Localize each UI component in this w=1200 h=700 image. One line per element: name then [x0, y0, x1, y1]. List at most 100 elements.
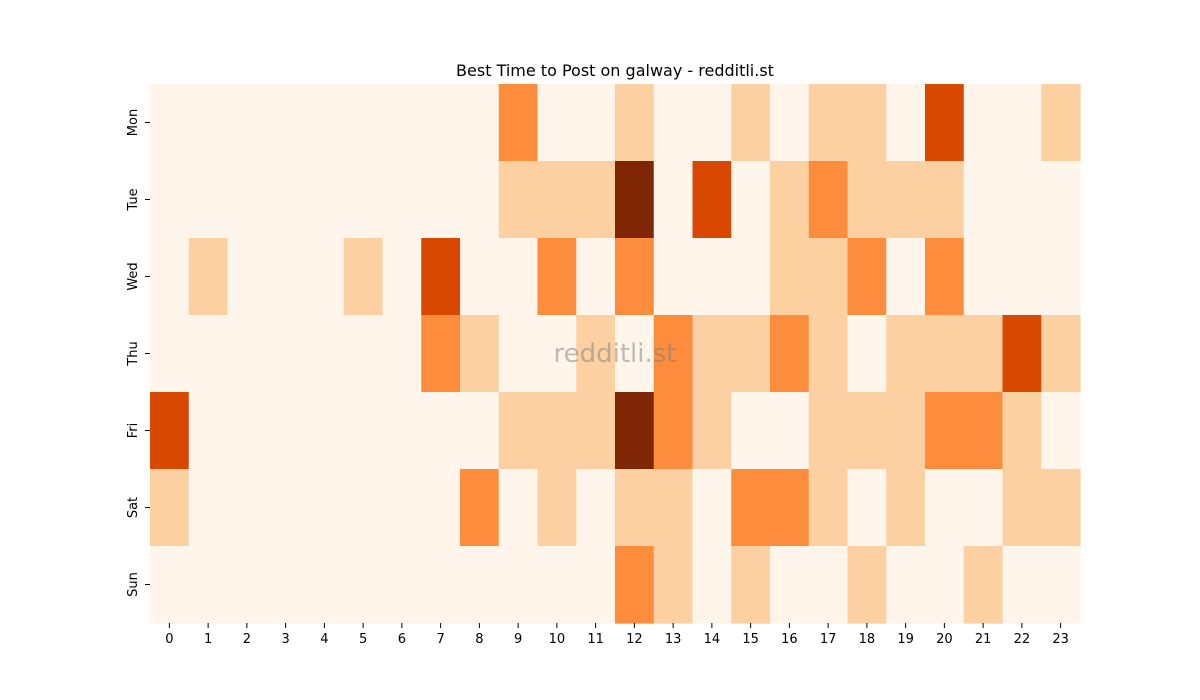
heatmap-cell-tue-8 — [460, 161, 500, 239]
heatmap-cell-thu-11 — [576, 315, 616, 393]
heatmap-cell-wed-21 — [963, 238, 1004, 316]
heatmap-cell-wed-9 — [498, 238, 539, 316]
heatmap-cell-tue-16 — [770, 161, 810, 239]
x-tick-label: 4 — [320, 632, 328, 647]
heatmap-cell-thu-10 — [537, 315, 577, 393]
heatmap-cell-sat-20 — [925, 469, 965, 547]
x-tick-label: 11 — [587, 632, 604, 647]
heatmap-cell-thu-17 — [808, 315, 849, 393]
heatmap-cell-sun-19 — [886, 546, 926, 624]
heatmap-cell-sat-7 — [421, 469, 461, 547]
heatmap-cell-sun-0 — [150, 546, 190, 624]
heatmap-cell-fri-8 — [460, 392, 500, 470]
x-tick-label: 9 — [514, 632, 522, 647]
heatmap-cell-thu-4 — [305, 315, 345, 393]
heatmap-cell-tue-1 — [188, 161, 229, 239]
heatmap-cell-mon-8 — [460, 84, 500, 162]
x-tick-label: 2 — [243, 632, 251, 647]
heatmap-cell-mon-9 — [498, 84, 539, 162]
heatmap-cell-fri-4 — [305, 392, 345, 470]
heatmap-cell-sun-22 — [1002, 546, 1042, 624]
heatmap-cell-thu-1 — [188, 315, 229, 393]
y-tick-label: Thu — [126, 341, 141, 366]
heatmap-cell-fri-18 — [847, 392, 887, 470]
heatmap-cell-tue-15 — [731, 161, 771, 239]
heatmap-cell-thu-22 — [1002, 315, 1042, 393]
heatmap-cell-mon-13 — [653, 84, 694, 162]
heatmap-cell-sun-15 — [731, 546, 771, 624]
heatmap-cell-sun-7 — [421, 546, 461, 624]
chart-title: Best Time to Post on galway - redditli.s… — [456, 61, 774, 80]
x-axis: 0 1 2 3 4 5 6 7 8 9 10 11 12 13 14 15 16 17 18 19 20 21 22 23 — [165, 623, 1069, 647]
heatmap-cell-mon-10 — [537, 84, 577, 162]
y-tick-label: Sat — [126, 497, 141, 518]
heatmap-cell-wed-18 — [847, 238, 887, 316]
x-tick-label: 21 — [975, 632, 992, 647]
heatmap-cell-sun-8 — [460, 546, 500, 624]
heatmap-cell-tue-5 — [343, 161, 384, 239]
heatmap-cell-sun-12 — [615, 546, 655, 624]
heatmap-cell-sat-0 — [150, 469, 190, 547]
heatmap-cell-sat-23 — [1041, 469, 1081, 547]
heatmap-cell-tue-19 — [886, 161, 926, 239]
heatmap-cell-sat-11 — [576, 469, 616, 547]
y-tick-label: Fri — [126, 423, 141, 439]
heatmap-cell-fri-2 — [227, 392, 267, 470]
heatmap-cell-thu-8 — [460, 315, 500, 393]
heatmap-cell-thu-23 — [1041, 315, 1081, 393]
heatmap-cell-wed-1 — [188, 238, 229, 316]
heatmap-cell-fri-19 — [886, 392, 926, 470]
heatmap-cell-thu-6 — [382, 315, 422, 393]
heatmap-cell-wed-14 — [692, 238, 732, 316]
x-tick-label: 22 — [1014, 632, 1031, 647]
heatmap-cell-wed-15 — [731, 238, 771, 316]
heatmap-cell-fri-21 — [963, 392, 1004, 470]
heatmap-cell-fri-15 — [731, 392, 771, 470]
heatmap-cell-tue-23 — [1041, 161, 1081, 239]
heatmap-cell-tue-17 — [808, 161, 849, 239]
heatmap-cell-sun-3 — [266, 546, 306, 624]
heatmap-cell-wed-11 — [576, 238, 616, 316]
heatmap-cell-tue-13 — [653, 161, 694, 239]
heatmap-cell-wed-4 — [305, 238, 345, 316]
heatmap-cell-fri-7 — [421, 392, 461, 470]
heatmap-cell-fri-0 — [150, 392, 190, 470]
heatmap-cell-mon-2 — [227, 84, 267, 162]
heatmap-cell-fri-13 — [653, 392, 694, 470]
heatmap-cell-mon-7 — [421, 84, 461, 162]
heatmap-cell-wed-13 — [653, 238, 694, 316]
heatmap-cell-mon-20 — [925, 84, 965, 162]
heatmap-cell-fri-14 — [692, 392, 732, 470]
heatmap-cell-thu-2 — [227, 315, 267, 393]
heatmap-cell-sat-17 — [808, 469, 849, 547]
heatmap-cell-sun-17 — [808, 546, 849, 624]
x-tick-label: 3 — [281, 632, 289, 647]
heatmap-cell-sat-10 — [537, 469, 577, 547]
heatmap-cell-sat-3 — [266, 469, 306, 547]
heatmap-cell-tue-20 — [925, 161, 965, 239]
heatmap-cell-wed-19 — [886, 238, 926, 316]
heatmap-cell-sat-14 — [692, 469, 732, 547]
x-tick-label: 6 — [398, 632, 406, 647]
heatmap-cell-tue-11 — [576, 161, 616, 239]
heatmap-cell-tue-21 — [963, 161, 1004, 239]
y-tick-label: Wed — [126, 262, 141, 290]
heatmap-cell-sun-4 — [305, 546, 345, 624]
y-tick-label: Sun — [126, 572, 141, 597]
heatmap-cell-wed-16 — [770, 238, 810, 316]
heatmap-cell-sat-2 — [227, 469, 267, 547]
heatmap-cell-wed-0 — [150, 238, 190, 316]
heatmap-cell-mon-0 — [150, 84, 190, 162]
heatmap-cell-fri-10 — [537, 392, 577, 470]
heatmap-cell-tue-14 — [692, 161, 732, 239]
heatmap-cell-mon-21 — [963, 84, 1004, 162]
heatmap-cell-mon-12 — [615, 84, 655, 162]
heatmap-cell-tue-6 — [382, 161, 422, 239]
heatmap-cell-sat-19 — [886, 469, 926, 547]
y-axis: Mon Tue Wed Thu Fri Sat Sun — [126, 109, 150, 597]
heatmap-cell-sat-9 — [498, 469, 539, 547]
heatmap-cell-sat-4 — [305, 469, 345, 547]
heatmap-cell-sun-10 — [537, 546, 577, 624]
heatmap-cell-sat-12 — [615, 469, 655, 547]
heatmap-cell-sun-16 — [770, 546, 810, 624]
